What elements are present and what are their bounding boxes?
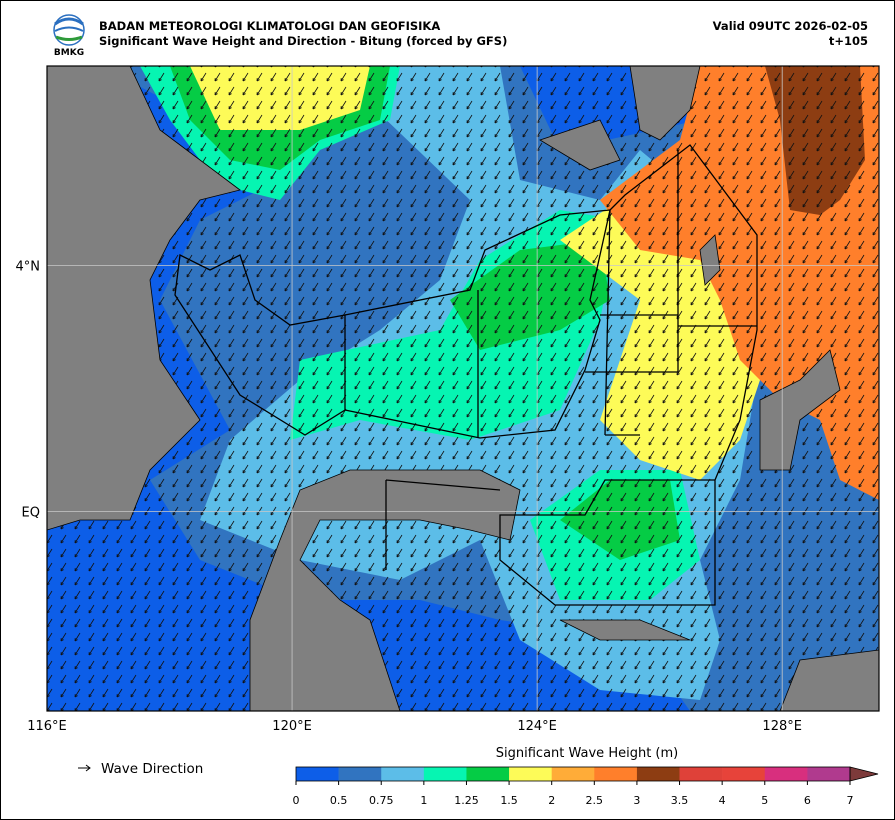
colorbar-tick-label: 5 xyxy=(761,794,768,807)
colorbar-segment xyxy=(636,767,680,781)
legend-label: Wave Direction xyxy=(101,761,203,777)
colorbar-tick-label: 1 xyxy=(420,794,427,807)
colorbar-segment xyxy=(296,767,339,781)
x-tick-label: 120°E xyxy=(272,719,312,734)
agency: BADAN METEOROLOGI KLIMATOLOGI DAN GEOFIS… xyxy=(99,19,440,33)
colorbar-segment xyxy=(466,767,510,781)
colorbar-segment xyxy=(594,767,638,781)
colorbar-segment xyxy=(338,767,382,781)
colorbar-segment xyxy=(551,767,595,781)
colorbar-title: Significant Wave Height (m) xyxy=(496,746,678,761)
land xyxy=(47,66,879,711)
colorbar-segment xyxy=(807,767,851,781)
legend-arrow-head xyxy=(85,764,91,772)
map-frame xyxy=(46,65,880,712)
colorbar-segment xyxy=(722,767,766,781)
logo-text: BMKG xyxy=(54,48,84,58)
colorbar-tick-label: 0.5 xyxy=(330,794,348,807)
colorbar-tick-label: 2 xyxy=(548,794,555,807)
logo: BMKG xyxy=(53,14,85,58)
colorbar-tick-label: 0 xyxy=(293,794,300,807)
colorbar-tick-label: 1.5 xyxy=(500,794,518,807)
map xyxy=(47,66,879,711)
colorbar-tick-label: 1.25 xyxy=(454,794,479,807)
grid xyxy=(47,66,879,711)
colorbar-tick-label: 2.5 xyxy=(586,794,604,807)
x-tick-label: 124°E xyxy=(517,719,557,734)
colorbar-frame xyxy=(295,766,851,782)
colorbar-segment xyxy=(679,767,723,781)
colorbar-tick-label: 3.5 xyxy=(671,794,689,807)
colorbar-tick-label: 7 xyxy=(847,794,854,807)
lead-time: t+105 xyxy=(829,34,868,48)
zone-boundaries xyxy=(174,144,758,606)
colorbar-segment xyxy=(764,767,808,781)
colorbar-tick-label: 4 xyxy=(719,794,726,807)
colorbar-tick-label: 3 xyxy=(633,794,640,807)
x-tick-label: 128°E xyxy=(762,719,802,734)
colorbar-segment xyxy=(509,767,552,781)
colorbar: 0 0.5 0.75 1 1.25 1.5 2 2.5 3 3.5 4 5 6 7 xyxy=(293,766,879,807)
valid-time: Valid 09UTC 2026-02-05 xyxy=(713,19,868,33)
colorbar-segment xyxy=(423,767,467,781)
y-tick-label: 4°N xyxy=(16,259,41,274)
colorbar-segment xyxy=(381,767,425,781)
y-tick-label: EQ xyxy=(22,506,40,521)
title: Significant Wave Height and Direction - … xyxy=(99,34,507,48)
colorbar-tick-label: 0.75 xyxy=(369,794,394,807)
x-tick-label: 116°E xyxy=(27,719,67,734)
colorbar-tick-label: 6 xyxy=(804,794,811,807)
